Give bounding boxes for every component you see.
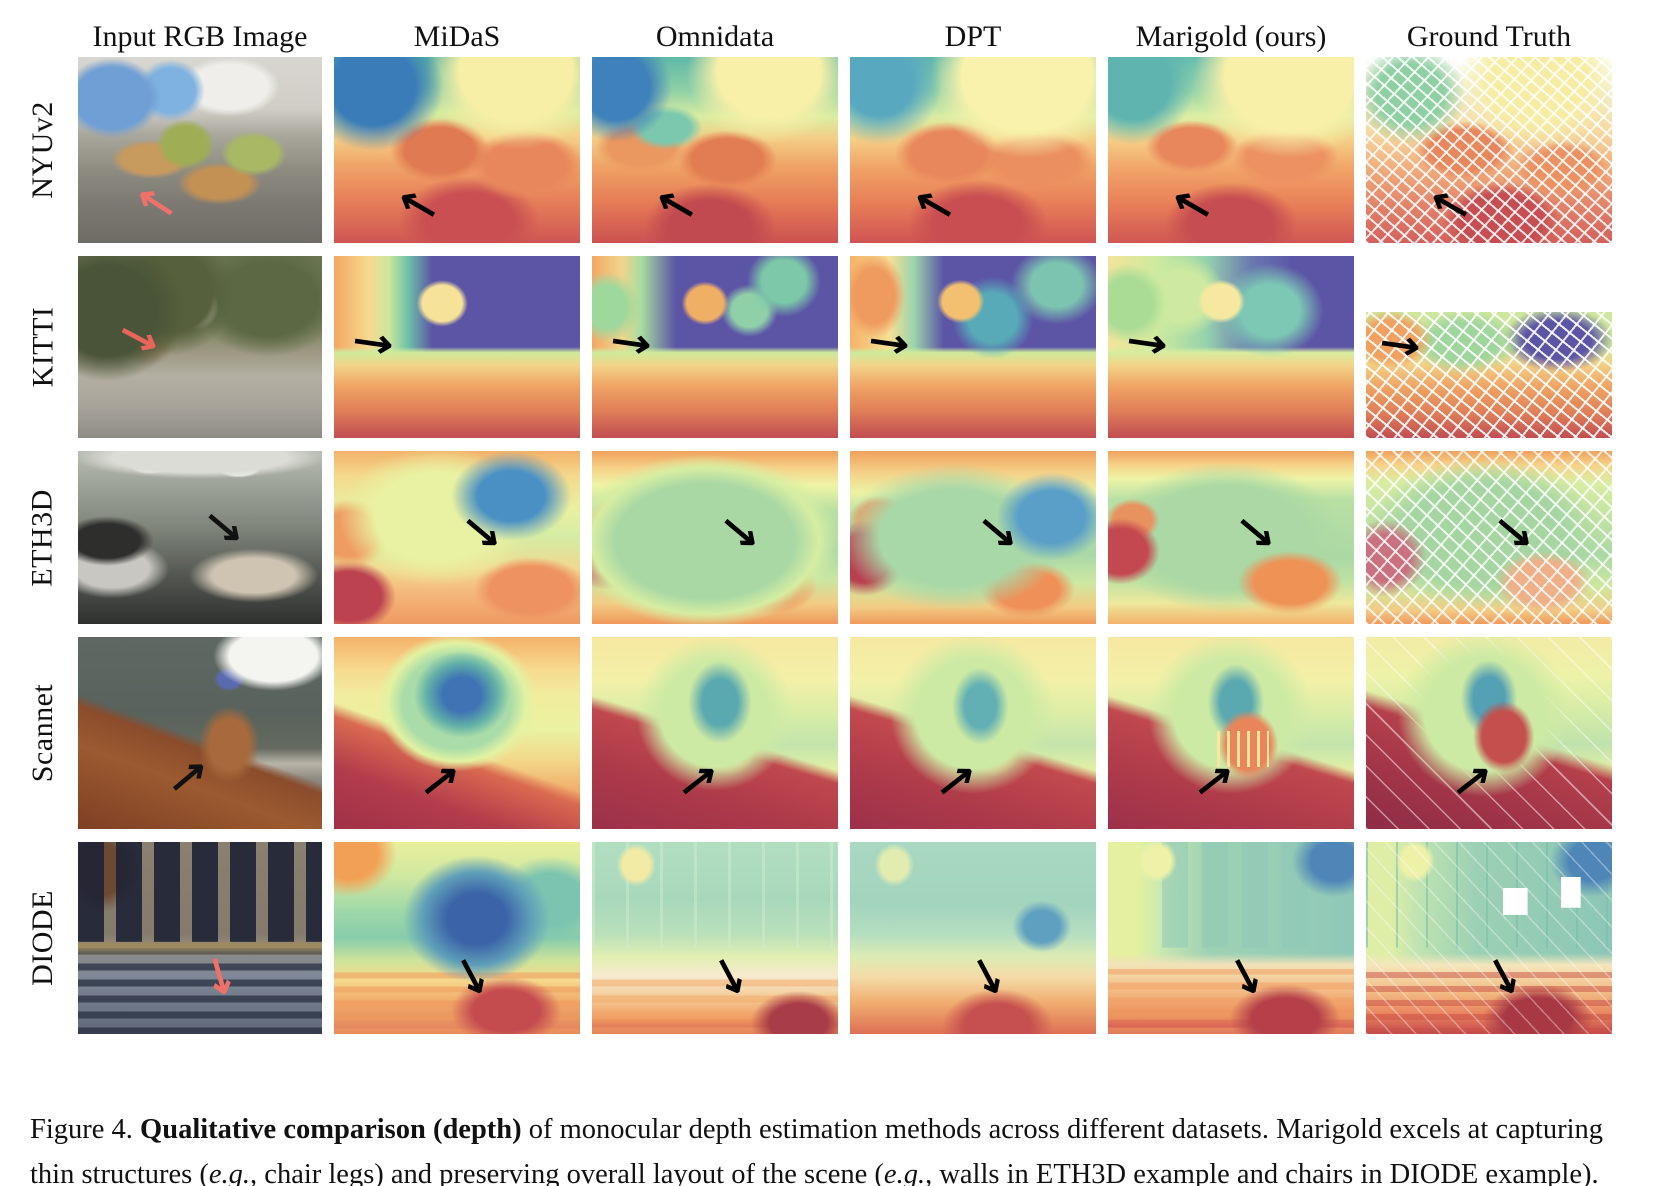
depth-annotation-arrow: → xyxy=(1123,317,1172,370)
depth-annotation-arrow: → xyxy=(1419,175,1480,237)
figure-caption: Figure 4. Qualitative comparison (depth)… xyxy=(30,1107,1630,1186)
row-label-text: KITTI xyxy=(26,306,60,388)
column-header-gt: Ground Truth xyxy=(1406,20,1572,53)
row-label-text: ETH3D xyxy=(26,488,60,587)
depth-annotation-arrow: → xyxy=(441,947,502,1006)
row-label-text: DIODE xyxy=(26,890,59,986)
input-annotation-arrow: → xyxy=(193,496,256,559)
panel-diode-input: → xyxy=(78,842,322,1034)
depth-annotation-arrow: → xyxy=(1161,175,1222,237)
panel-nyuv2-omnidata: → xyxy=(592,57,838,243)
depth-annotation-arrow: → xyxy=(1473,947,1534,1006)
input-annotation-arrow: → xyxy=(156,746,219,809)
depth-annotation-arrow: → xyxy=(957,947,1018,1006)
depth-annotation-arrow: → xyxy=(865,317,914,370)
depth-annotation-arrow: → xyxy=(1441,749,1503,813)
gt-sparse-band xyxy=(1366,312,1612,438)
depth-annotation-arrow: → xyxy=(607,317,656,370)
row-label-text: Scannet xyxy=(26,683,59,783)
panel-scannet-marigold: → xyxy=(1108,637,1354,829)
panel-nyuv2-marigold: → xyxy=(1108,57,1354,243)
column-header-dpt: DPT xyxy=(944,20,1002,53)
depth-annotation-arrow: → xyxy=(667,749,729,813)
row-label-Scannet: Scannet xyxy=(20,637,66,829)
panel-scannet-dpt: → xyxy=(850,637,1096,829)
column-header-midas: MiDaS xyxy=(413,20,501,53)
caption-segment-italic: e.g. xyxy=(208,1159,251,1186)
column-header-marigold: Marigold (ours) xyxy=(1135,20,1327,53)
header-spacer xyxy=(20,10,66,54)
input-annotation-arrow: → xyxy=(191,949,248,1003)
depth-annotation-arrow: → xyxy=(387,175,448,237)
depth-annotation-arrow: → xyxy=(645,175,706,237)
depth-annotation-arrow: → xyxy=(925,749,987,813)
caption-segment-normal: of monocular depth estimation methods ac… xyxy=(30,1113,1603,1186)
depth-annotation-arrow: → xyxy=(903,175,964,237)
row-label-NYUv2: NYUv2 xyxy=(20,57,66,243)
panel-kitti-omnidata: → xyxy=(592,256,838,438)
panel-diode-gt: → xyxy=(1366,842,1612,1034)
panel-diode-dpt: → xyxy=(850,842,1096,1034)
panel-kitti-marigold: → xyxy=(1108,256,1354,438)
column-header-row: Input RGB Image MiDaS Omnidata DPT Marigold … xyxy=(20,10,1612,54)
panel-eth3d-midas: → xyxy=(334,451,580,624)
depth-annotation-arrow: → xyxy=(1482,501,1545,564)
caption-segment-normal: Figure 4. xyxy=(30,1113,141,1145)
column-header-omnidata: Omnidata xyxy=(655,20,775,53)
depth-annotation-arrow: → xyxy=(450,501,513,564)
panel-scannet-input: → xyxy=(78,637,322,829)
panel-nyuv2-dpt: → xyxy=(850,57,1096,243)
depth-annotation-arrow: → xyxy=(708,501,771,564)
panel-kitti-input: → xyxy=(78,256,322,438)
depth-annotation-arrow: → xyxy=(1183,749,1245,813)
input-annotation-arrow: → xyxy=(125,173,187,235)
panel-eth3d-input: → xyxy=(78,451,322,624)
panel-eth3d-dpt: → xyxy=(850,451,1096,624)
figure-grid: NYUv2 → → → → → → KITTI → → → → → → ETH3D → → → → → → Scannet… xyxy=(20,57,1612,1034)
panel-kitti-dpt: → xyxy=(850,256,1096,438)
caption-segment-normal: , chair legs) and preserving overall lay… xyxy=(250,1159,884,1186)
panel-nyuv2-gt: → xyxy=(1366,57,1612,243)
caption-segment-italic: e.g. xyxy=(883,1159,926,1186)
panel-eth3d-marigold: → xyxy=(1108,451,1354,624)
caption-segment-normal: , walls in ETH3D example and chairs in D… xyxy=(925,1159,1599,1186)
caption-segment-bold: Qualitative comparison (depth) xyxy=(140,1113,522,1145)
panel-eth3d-omnidata: → xyxy=(592,451,838,624)
row-label-KITTI: KITTI xyxy=(20,256,66,438)
panel-diode-midas: → xyxy=(334,842,580,1034)
panel-diode-omnidata: → xyxy=(592,842,838,1034)
depth-annotation-arrow: → xyxy=(699,947,760,1006)
panel-kitti-gt: → xyxy=(1366,256,1612,438)
depth-annotation-arrow: → xyxy=(349,317,398,370)
depth-annotation-arrow: → xyxy=(1224,501,1287,564)
panel-nyuv2-midas: → xyxy=(334,57,580,243)
depth-annotation-arrow: → xyxy=(409,749,471,813)
panel-diode-marigold: → xyxy=(1108,842,1354,1034)
column-header-input: Input RGB Image xyxy=(92,20,308,53)
panel-kitti-midas: → xyxy=(334,256,580,438)
row-label-ETH3D: ETH3D xyxy=(20,451,66,624)
depth-annotation-arrow: → xyxy=(966,501,1029,564)
row-label-DIODE: DIODE xyxy=(20,842,66,1034)
panel-scannet-gt: → xyxy=(1366,637,1612,829)
input-annotation-arrow: → xyxy=(109,307,169,369)
panel-eth3d-gt: → xyxy=(1366,451,1612,624)
depth-annotation-arrow: → xyxy=(1215,947,1276,1006)
panel-scannet-midas: → xyxy=(334,637,580,829)
panel-scannet-omnidata: → xyxy=(592,637,838,829)
panel-nyuv2-input: → xyxy=(78,57,322,243)
row-label-text: NYUv2 xyxy=(26,101,59,199)
